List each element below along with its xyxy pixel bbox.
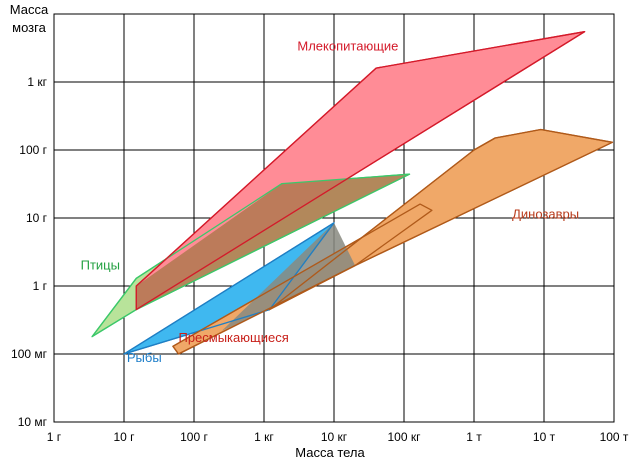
y-tick-labels: 10 мг 100 мг 1 г 10 г 100 г 1 кг	[11, 75, 48, 429]
region-reptiles-outline	[172, 203, 433, 355]
y-tick-label: 10 мг	[18, 415, 48, 429]
region-labels: Млекопитающие Динозавры Пресмыкающиеся Птиц…	[81, 39, 579, 366]
y-tick-label: 100 г	[19, 143, 47, 157]
x-tick-label: 10 г	[113, 430, 135, 444]
plot-frame	[53, 13, 615, 423]
x-tick-label: 100 т	[600, 430, 629, 444]
x-tick-label: 100 г	[180, 430, 208, 444]
region-label: Динозавры	[512, 207, 579, 222]
x-axis-title: Масса тела	[295, 445, 365, 460]
x-tick-label: 10 кг	[321, 430, 348, 444]
region-label: Пресмыкающиеся	[178, 330, 288, 345]
x-tick-labels: 1 г 10 г 100 г 1 кг 10 кг 100 кг 1 т 10 т 100 т	[47, 430, 629, 444]
regions	[91, 31, 614, 355]
region-mammals-outline	[135, 31, 586, 311]
plot-border	[53, 13, 615, 423]
region-label: Птицы	[81, 257, 120, 272]
y-axis-title-line-1: Масса	[10, 2, 49, 17]
y-axis-title-line-2: мозга	[12, 20, 46, 35]
y-tick-label: 100 мг	[11, 347, 48, 361]
y-tick-label: 1 г	[33, 279, 48, 293]
region-birds-outline	[91, 173, 411, 338]
y-tick-label: 1 кг	[27, 75, 47, 89]
region-fish-outline	[123, 222, 335, 355]
y-tick-label: 10 г	[26, 211, 48, 225]
region-dinosaurs-outline	[268, 128, 614, 311]
region-label: Млекопитающие	[297, 39, 398, 54]
x-tick-label: 1 кг	[254, 430, 274, 444]
x-tick-label: 1 т	[466, 430, 482, 444]
region-label: Рыбы	[127, 350, 162, 365]
overlap-region-1	[221, 222, 356, 331]
x-tick-label: 1 г	[47, 430, 62, 444]
x-tick-label: 10 т	[533, 430, 556, 444]
x-tick-label: 100 кг	[388, 430, 422, 444]
